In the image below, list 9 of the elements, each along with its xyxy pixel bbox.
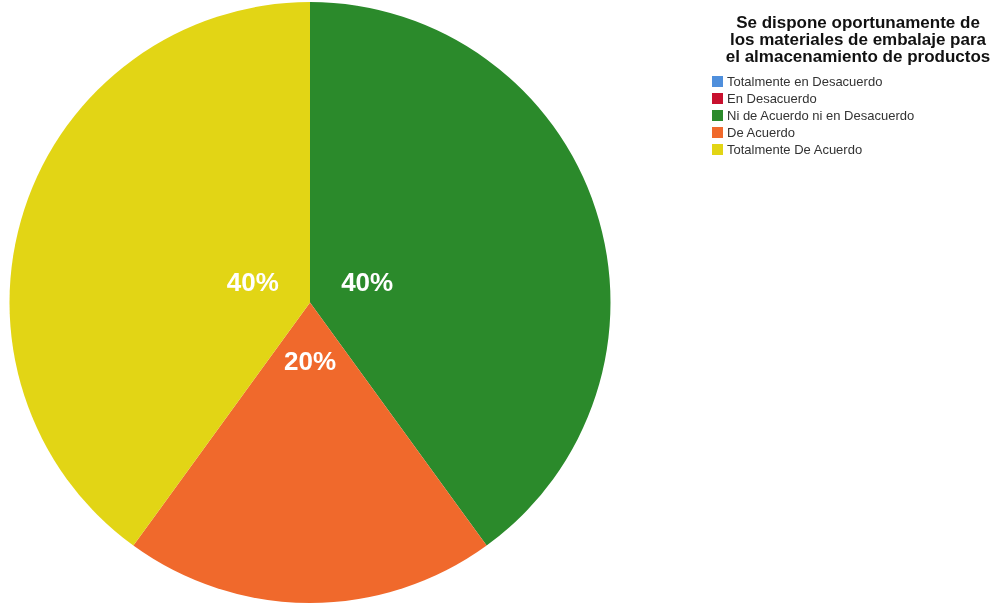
legend-label: Ni de Acuerdo ni en Desacuerdo: [727, 108, 915, 123]
legend-label: Totalmente De Acuerdo: [727, 142, 863, 157]
text: Se dispone oportunamente de los materiales de embalaje para el almacenamiento de productos: [724, 13, 992, 66]
legend-label: Totalmente en Desacuerdo: [727, 74, 883, 89]
data-label: 20%: [283, 345, 337, 376]
legend-label: En Desacuerdo: [727, 91, 817, 106]
data-label: 40%: [341, 267, 394, 298]
data-label: 40%: [226, 267, 279, 298]
legend-label: De Acuerdo: [727, 125, 795, 140]
